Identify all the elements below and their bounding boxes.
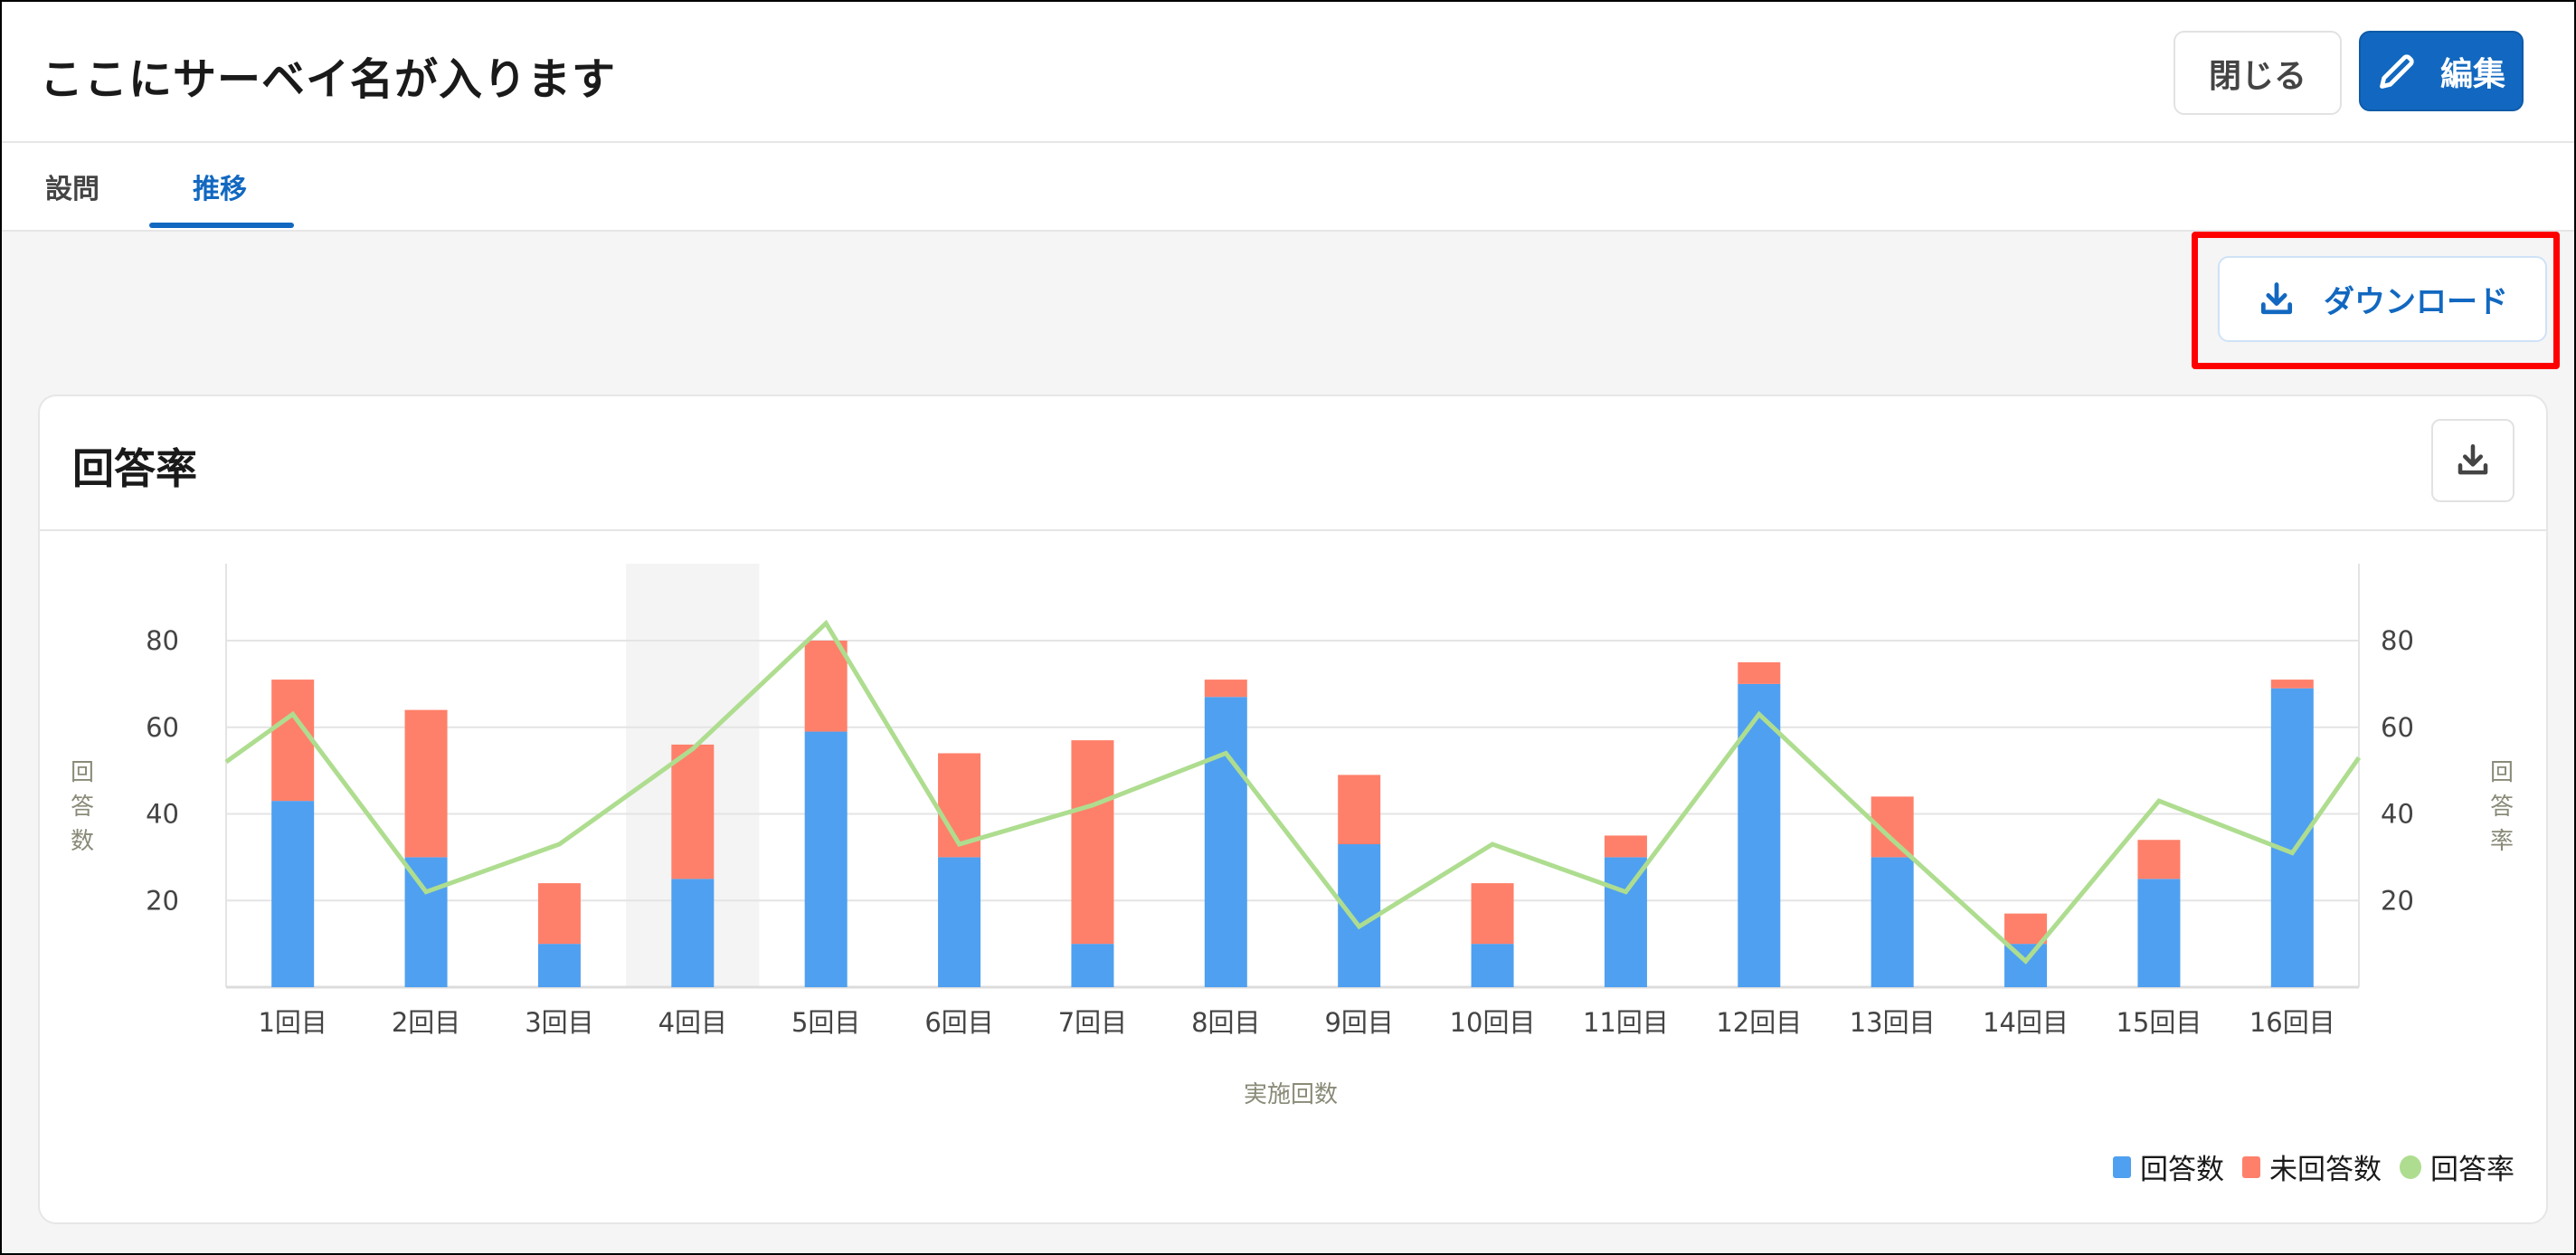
bar-unanswered (2137, 840, 2181, 879)
chart-download-button[interactable] (2431, 419, 2514, 502)
response-rate-card: 回答率 (38, 395, 2548, 1224)
x-tick-label: 10回目 (1450, 1007, 1536, 1038)
bar-unanswered (271, 680, 315, 802)
legend-swatch (2242, 1155, 2260, 1178)
bar-unanswered (1471, 883, 1514, 945)
bar-unanswered (671, 744, 715, 879)
x-axis-title: 実施回数 (1244, 1081, 1338, 1108)
x-tick-label: 8回目 (1191, 1007, 1260, 1038)
edit-button[interactable]: 編集 (2359, 31, 2524, 111)
y-tick-label: 80 (146, 625, 179, 656)
bar-unanswered (804, 641, 848, 732)
legend-item-answered[interactable]: 回答数 (2113, 1146, 2224, 1187)
bar-answered (404, 857, 448, 987)
x-tick-label: 16回目 (2249, 1007, 2335, 1038)
bar-answered (2270, 688, 2314, 987)
y-tick-label: 60 (146, 712, 179, 743)
y2-axis-title-char: 答 (2490, 794, 2514, 821)
x-tick-label: 11回目 (1583, 1007, 1669, 1038)
page-title: ここにサーベイ名が入ります (40, 54, 617, 105)
x-tick-label: 14回目 (1983, 1007, 2069, 1038)
download-button[interactable]: ダウンロード (2218, 256, 2547, 342)
download-label: ダウンロード (2324, 284, 2508, 320)
y2-tick-label: 40 (2381, 799, 2414, 830)
y2-axis-title-char: 回 (2490, 759, 2514, 786)
x-tick-label: 4回目 (658, 1007, 727, 1038)
x-tick-label: 6回目 (924, 1007, 993, 1038)
bar-answered (804, 731, 848, 987)
bar-answered (2137, 879, 2181, 987)
x-tick-label: 1回目 (258, 1007, 327, 1038)
x-tick-label: 2回目 (392, 1007, 460, 1038)
x-tick-label: 15回目 (2116, 1007, 2202, 1038)
x-tick-label: 3回目 (525, 1007, 593, 1038)
card-divider (40, 529, 2546, 531)
bar-answered (1204, 697, 1247, 987)
bar-unanswered (537, 883, 581, 945)
edit-label: 編集 (2439, 55, 2505, 93)
download-icon (2260, 281, 2293, 314)
bar-unanswered (2270, 680, 2314, 689)
legend-label: 未回答数 (2269, 1154, 2382, 1186)
bar-unanswered (2004, 913, 2048, 945)
x-tick-label: 5回目 (791, 1007, 860, 1038)
bar-answered (271, 801, 315, 987)
y2-tick-label: 60 (2381, 712, 2414, 743)
x-tick-label: 12回目 (1716, 1007, 1802, 1038)
download-icon (2458, 443, 2488, 475)
tab-bar: 設問 推移 (0, 143, 2576, 232)
bar-unanswered (1204, 680, 1247, 698)
legend-item-rate[interactable]: 回答率 (2400, 1146, 2514, 1187)
y-tick-label: 40 (146, 799, 179, 830)
bar-answered (1870, 857, 1914, 987)
tab-trend[interactable]: 推移 (193, 174, 247, 205)
legend-swatch (2113, 1155, 2131, 1178)
bar-answered (1604, 857, 1647, 987)
pencil-icon (2380, 53, 2414, 89)
legend-swatch (2400, 1155, 2421, 1179)
x-tick-label: 7回目 (1058, 1007, 1127, 1038)
bar-answered (671, 879, 715, 987)
bar-unanswered (1604, 835, 1647, 858)
y2-tick-label: 80 (2381, 625, 2414, 656)
tab-questions[interactable]: 設問 (45, 174, 99, 205)
bar-answered (1071, 944, 1114, 987)
legend-label: 回答数 (2140, 1154, 2224, 1186)
legend-label: 回答率 (2430, 1154, 2514, 1186)
page-header: ここにサーベイ名が入ります 閉じる 編集 (0, 0, 2576, 143)
x-tick-label: 13回目 (1850, 1007, 1936, 1038)
active-tab-indicator (149, 223, 294, 228)
bar-unanswered (404, 709, 448, 858)
y-axis-title-char: 数 (71, 828, 94, 855)
y2-axis-title-char: 率 (2490, 828, 2514, 855)
chart-legend: 回答数 未回答数 回答率 (2106, 1146, 2514, 1187)
card-title: 回答率 (72, 444, 197, 493)
y-axis-title-char: 答 (71, 794, 94, 821)
y-tick-label: 20 (146, 885, 179, 916)
bar-answered (537, 944, 581, 987)
bar-answered (1471, 944, 1514, 987)
bar-unanswered (1071, 740, 1114, 945)
bar-unanswered (1338, 775, 1381, 845)
y-axis-title-char: 回 (71, 759, 94, 786)
bar-answered (938, 857, 981, 987)
y2-tick-label: 20 (2381, 885, 2414, 916)
rate-line (224, 619, 2362, 965)
close-button[interactable]: 閉じる (2174, 31, 2342, 115)
bar-unanswered (1738, 661, 1781, 684)
x-tick-label: 9回目 (1324, 1007, 1393, 1038)
legend-item-unanswered[interactable]: 未回答数 (2242, 1146, 2382, 1187)
